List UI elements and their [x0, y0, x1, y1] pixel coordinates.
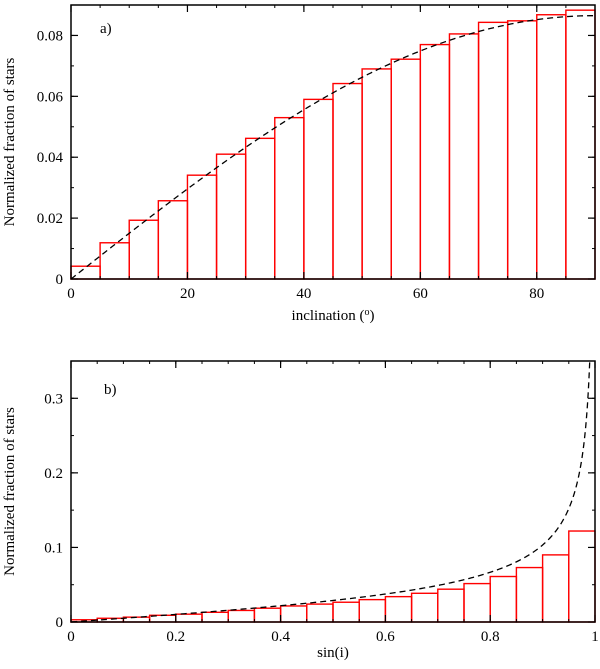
x-tick-label: 1 [591, 629, 599, 645]
x-tick-label: 0 [67, 286, 75, 302]
histogram-bar [506, 20, 538, 280]
histogram-bar [332, 82, 363, 280]
histogram-bar [201, 611, 229, 623]
y-tick-label: 0.02 [37, 211, 63, 227]
x-tick-label: 80 [529, 286, 544, 302]
histogram-bar [332, 601, 360, 623]
histogram-bar [186, 174, 218, 280]
histogram-bar [303, 98, 334, 280]
histogram-bars [70, 9, 596, 280]
histogram-bar [419, 43, 451, 280]
x-tick-label: 0 [67, 629, 75, 645]
histogram-bar [565, 9, 596, 280]
panel-b: 0 0.2 0.4 0.6 0.8 1 0 0.1 0.2 0.3 b) sin(i) Normaliz… [2, 360, 599, 661]
panel-label: b) [104, 382, 117, 398]
histogram-bar [215, 153, 247, 280]
histogram-bar [175, 613, 203, 623]
y-tick-label: 0 [56, 615, 64, 631]
histogram-bar [390, 58, 422, 280]
y-tick-label: 0.04 [37, 150, 64, 166]
histogram-bar [361, 68, 392, 280]
histogram-bar [384, 595, 413, 623]
histogram-bar [568, 530, 596, 623]
model-curve [70, 360, 591, 623]
panel-a: 0 20 40 60 80 0 0.02 0.04 0.06 0.08 a) inclination … [2, 4, 596, 325]
y-tick-label: 0.08 [37, 28, 63, 44]
histogram-bar [437, 588, 465, 623]
y-tick-label: 0.06 [37, 89, 64, 105]
x-tick-label: 60 [413, 286, 428, 302]
histogram-bar [99, 242, 130, 280]
histogram-bar [477, 21, 509, 280]
x-tick-label: 20 [180, 286, 195, 302]
histogram-bars [70, 530, 596, 623]
histogram-bar [410, 592, 439, 623]
y-tick-label: 0.1 [44, 540, 63, 556]
x-tick-label: 40 [296, 286, 311, 302]
histogram-bar [448, 33, 480, 280]
x-axis-title: inclination (o) [292, 307, 375, 325]
y-axis-title: Normalized fraction of stars [2, 57, 18, 226]
histogram-bar [244, 137, 276, 280]
histogram-bar [463, 582, 491, 623]
y-axis-title: Normalized fraction of stars [2, 407, 18, 576]
y-tick-label: 0.2 [44, 466, 63, 482]
y-tick-label: 0 [56, 272, 64, 288]
histogram-bar [70, 265, 101, 280]
histogram-bar [227, 609, 256, 623]
x-axis-title: sin(i) [317, 645, 349, 661]
panel-label: a) [100, 21, 112, 37]
histogram-bar [489, 575, 518, 623]
histogram-bar [157, 200, 189, 280]
histogram-bar [541, 554, 570, 623]
histogram-bar [536, 14, 567, 280]
model-curve [70, 15, 596, 280]
histogram-bar [515, 566, 544, 623]
x-tick-label: 0.4 [271, 629, 290, 645]
x-tick-label: 0.2 [166, 629, 185, 645]
histogram-bar [253, 607, 282, 623]
histogram-bar [279, 605, 308, 623]
x-tick-label: 0.6 [376, 629, 395, 645]
histogram-bar [306, 603, 334, 623]
histogram-bar [274, 116, 305, 280]
y-tick-label: 0.3 [44, 391, 63, 407]
histogram-bar [358, 598, 387, 623]
x-tick-label: 0.8 [481, 629, 500, 645]
